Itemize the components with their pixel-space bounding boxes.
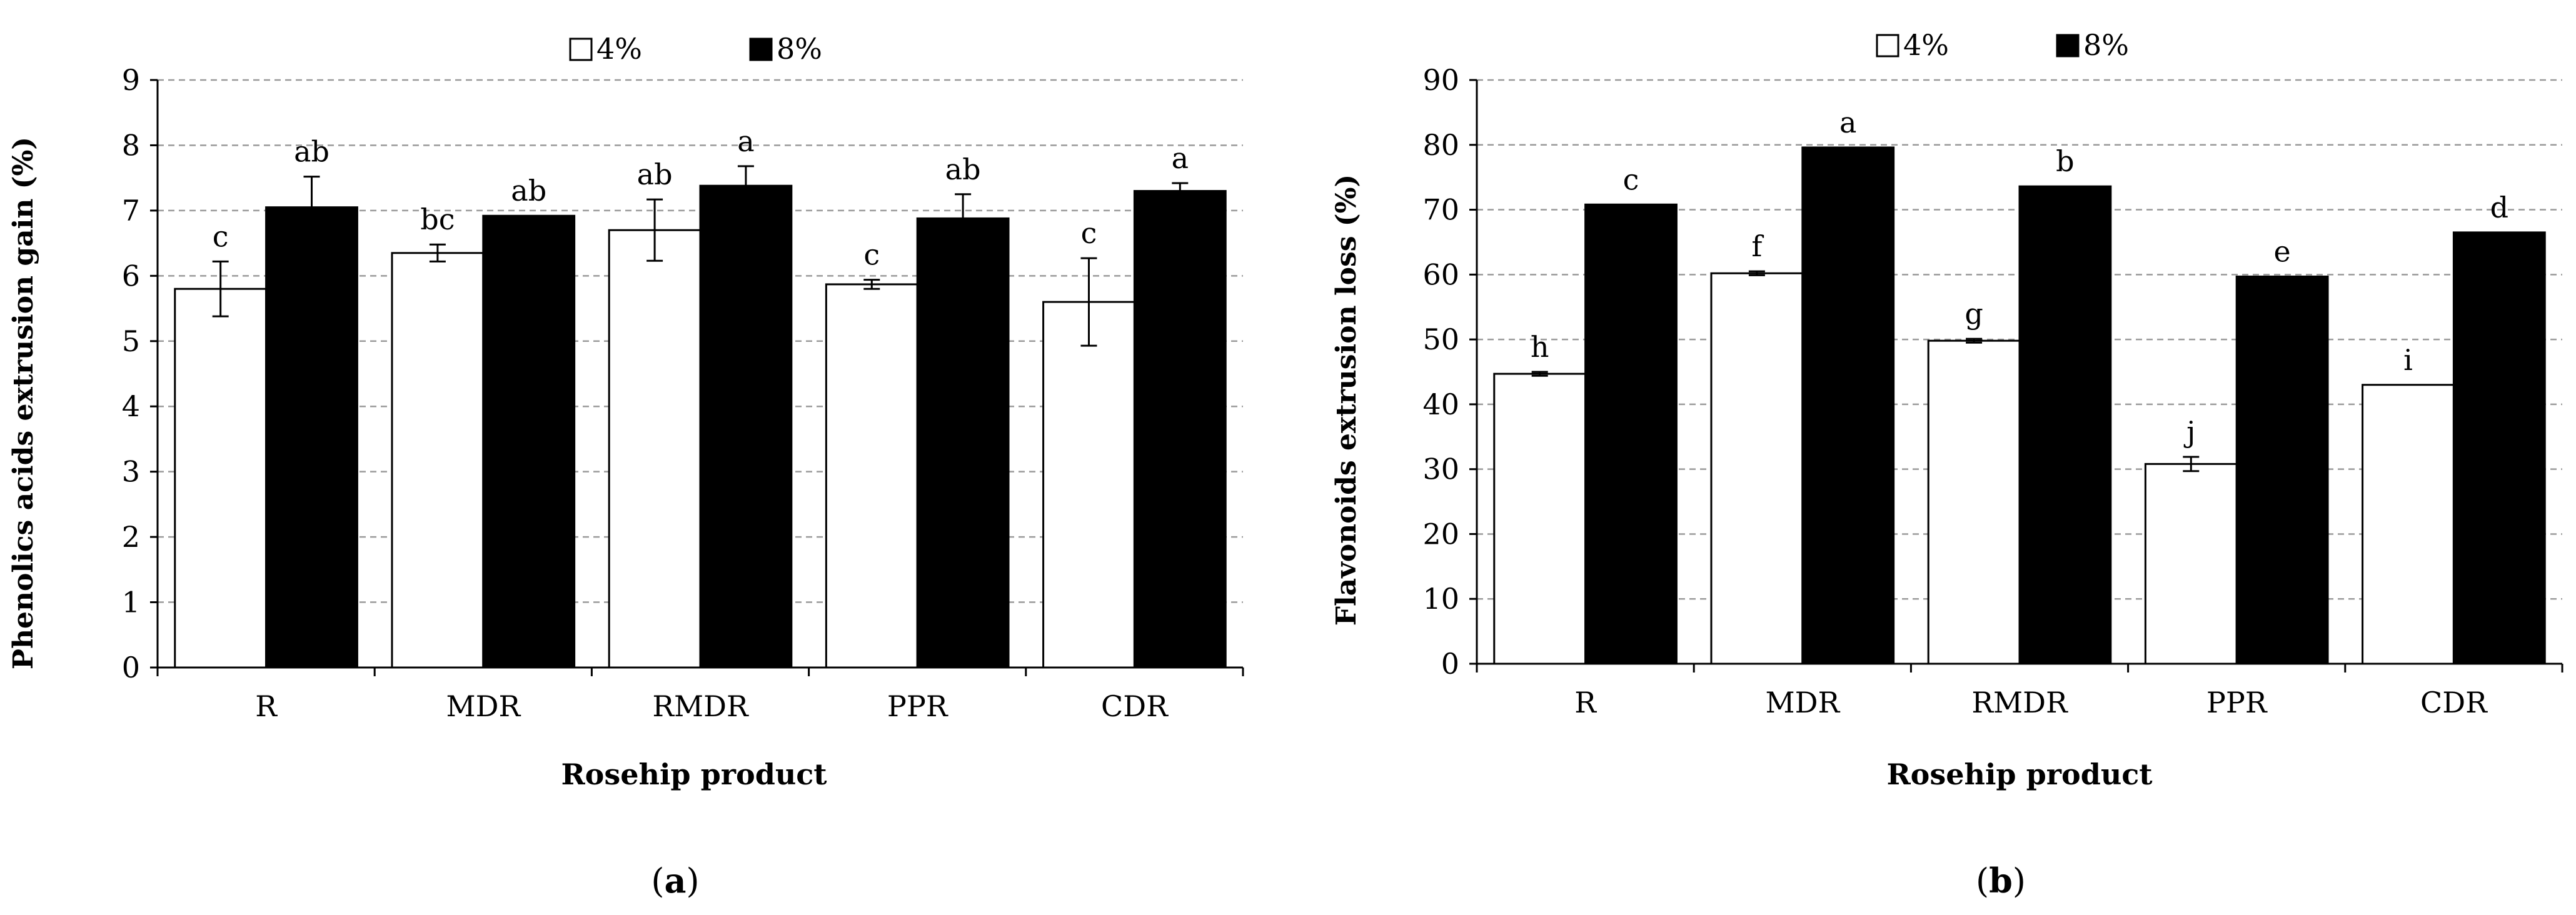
bar (1801, 146, 1895, 665)
y-tick-label: 10 (1422, 582, 1459, 616)
significance-label: c (863, 238, 880, 272)
bar (391, 252, 485, 669)
y-tick-label: 40 (1422, 388, 1459, 421)
x-tick-label: RMDR (652, 689, 749, 723)
x-tick-label: CDR (1101, 689, 1169, 723)
y-tick-label: 30 (1422, 452, 1459, 486)
bar (1042, 301, 1135, 669)
significance-label: j (2183, 415, 2195, 449)
x-tick-label: MDR (446, 689, 521, 723)
chart-a-ylabel: Phenolics acids extrusion gain (%) (8, 137, 39, 669)
significance-label: a (737, 124, 754, 158)
chart-b-ylabel: Flavonoids extrusion loss (%) (1331, 174, 1362, 626)
legend-label-8pct: 8% (2083, 28, 2129, 62)
significance-label: g (1965, 297, 1983, 331)
chart-a-xlabel: Rosehip product (561, 758, 827, 791)
y-tick-label: 4 (122, 389, 140, 423)
bar (2144, 462, 2238, 665)
legend-swatch-4pct (569, 38, 593, 61)
y-tick-label: 5 (122, 324, 140, 358)
x-tick-label: R (255, 689, 278, 723)
y-tick-label: 80 (1422, 128, 1459, 162)
y-tick-label: 3 (122, 455, 140, 489)
y-tick-label: 0 (1441, 647, 1459, 681)
significance-label: ab (945, 152, 981, 186)
legend-swatch-8pct (2056, 34, 2080, 58)
bar (1133, 190, 1227, 669)
y-tick-label: 2 (122, 520, 140, 554)
x-tick-label: MDR (1765, 686, 1840, 719)
legend-label-4pct: 4% (1903, 28, 1949, 62)
significance-label: ab (294, 135, 330, 169)
y-tick-label: 1 (122, 586, 140, 619)
chart-b-legend: 4% 8% (1876, 28, 2129, 62)
bar (1927, 339, 2021, 665)
significance-label: h (1531, 330, 1549, 364)
x-tick-label: RMDR (1971, 686, 2068, 719)
significance-label: a (1839, 106, 1856, 139)
bar (916, 217, 1010, 669)
y-tick-label: 60 (1422, 258, 1459, 291)
significance-label: a (1172, 141, 1189, 175)
bar (2452, 231, 2546, 665)
bar (608, 229, 702, 669)
significance-label: d (2490, 191, 2508, 224)
y-tick-label: 8 (122, 128, 140, 162)
y-tick-label: 90 (1422, 63, 1459, 97)
bar (1493, 372, 1587, 665)
significance-label: c (1623, 162, 1639, 196)
chart-b-xlabel: Rosehip product (1886, 758, 2153, 791)
bar (2362, 384, 2455, 665)
significance-label: f (1751, 229, 1764, 263)
significance-label: i (2403, 343, 2413, 377)
bar (699, 184, 793, 669)
chart-a-legend: 4% 8% (569, 32, 822, 66)
legend-swatch-8pct (749, 38, 773, 61)
bar (482, 214, 576, 669)
chart-a-panel-label: (a) (651, 861, 699, 901)
significance-label: b (2056, 144, 2074, 178)
y-tick-label: 70 (1422, 193, 1459, 227)
significance-label: ab (511, 174, 546, 208)
chart-b: Flavonoids extrusion loss (%) Rosehip pr… (1331, 28, 2563, 901)
y-tick-label: 9 (122, 63, 140, 97)
bar (174, 288, 268, 669)
bar (2235, 275, 2329, 665)
legend-swatch-4pct (1876, 34, 1899, 58)
significance-label: c (213, 219, 229, 253)
x-tick-label: PPR (2206, 686, 2268, 719)
bar (265, 206, 358, 669)
legend-label-4pct: 4% (596, 32, 642, 66)
y-tick-label: 7 (122, 194, 140, 228)
y-tick-label: 20 (1422, 517, 1459, 551)
y-tick-label: 0 (122, 651, 140, 684)
significance-label: e (2273, 234, 2290, 268)
bar (2018, 185, 2112, 665)
x-tick-label: CDR (2420, 686, 2488, 719)
bar (1710, 272, 1804, 665)
chart-b-panel-label: (b) (1976, 861, 2026, 901)
significance-label: bc (420, 202, 455, 236)
chart-a: Phenolics acids extrusion gain (%) Roseh… (8, 32, 1244, 901)
bar (1584, 203, 1678, 665)
significance-label: c (1081, 216, 1097, 250)
y-tick-label: 50 (1422, 322, 1459, 356)
y-tick-label: 6 (122, 259, 140, 292)
x-tick-label: R (1574, 686, 1597, 719)
x-tick-label: PPR (887, 689, 948, 723)
legend-label-8pct: 8% (777, 32, 822, 66)
bar (825, 283, 918, 669)
significance-label: ab (637, 158, 673, 191)
